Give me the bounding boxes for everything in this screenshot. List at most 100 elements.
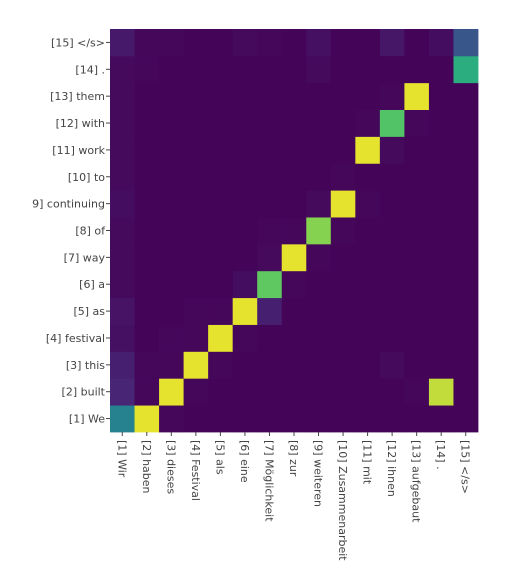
heatmap-cell (183, 29, 209, 57)
heatmap-cell (110, 55, 135, 84)
heatmap-cell (183, 297, 209, 325)
heatmap-cell (183, 217, 209, 245)
heatmap-cell (134, 351, 160, 379)
heatmap-cell (134, 29, 160, 57)
heatmap-cell (355, 297, 381, 325)
heatmap-cell (306, 270, 332, 299)
heatmap-cell (183, 351, 209, 379)
heatmap-cell (404, 136, 430, 164)
y-tick-label: [3] this (66, 359, 105, 372)
heatmap-cell (453, 270, 479, 299)
heatmap-cell (355, 324, 381, 352)
heatmap-cell (379, 109, 405, 137)
heatmap-cell (208, 136, 234, 164)
heatmap-cell (134, 243, 160, 272)
heatmap-cell (110, 351, 135, 379)
heatmap-cell (110, 405, 135, 433)
heatmap-cell (183, 243, 209, 272)
heatmap-cell (281, 351, 307, 379)
heatmap-cell (306, 190, 332, 218)
heatmap-cell (404, 163, 430, 191)
heatmap-cell (428, 243, 454, 272)
x-tick-label: [15] </s> (459, 440, 472, 494)
heatmap-cell (134, 270, 160, 299)
x-tick-label: [1] Wir (115, 440, 128, 478)
heatmap-cell (159, 324, 184, 352)
heatmap-cell (306, 217, 332, 245)
heatmap-cell (134, 109, 160, 137)
heatmap-cell (330, 243, 356, 272)
y-tick-label: [8] of (75, 225, 106, 238)
heatmap-cell (428, 217, 454, 245)
heatmap-cell (257, 163, 283, 191)
y-tick-label: [14] . (75, 63, 105, 76)
heatmap-cell (379, 243, 405, 272)
heatmap-cell (208, 378, 234, 406)
heatmap-cell (183, 405, 209, 433)
heatmap-cell (257, 109, 283, 137)
heatmap-cell (208, 82, 234, 110)
heatmap-cell (110, 324, 135, 352)
heatmap-cell (428, 163, 454, 191)
heatmap-cell (281, 270, 307, 299)
heatmap-cell (306, 378, 332, 406)
heatmap-cell (330, 297, 356, 325)
heatmap-cell (159, 190, 184, 218)
y-tick-label: [4] festival (46, 332, 105, 345)
heatmap-cell (257, 55, 283, 84)
heatmap-cell (232, 324, 258, 352)
heatmap-cell (428, 378, 454, 406)
x-tick-label: [2] haben (140, 440, 153, 494)
heatmap-cell (404, 29, 430, 57)
heatmap-cell (306, 297, 332, 325)
heatmap-cell (428, 109, 454, 137)
heatmap-cell (208, 190, 234, 218)
heatmap-cell (281, 163, 307, 191)
heatmap-cell (208, 324, 234, 352)
heatmap-cell (208, 243, 234, 272)
heatmap-cell (453, 82, 479, 110)
heatmap-cell (257, 217, 283, 245)
heatmap-cell (257, 297, 283, 325)
heatmap-cell (404, 243, 430, 272)
x-axis: [1] Wir [2] haben [3] dieses [4] Festival [5… (115, 432, 472, 561)
heatmap-cell (281, 136, 307, 164)
heatmap-cell (330, 270, 356, 299)
heatmap-cell (183, 324, 209, 352)
heatmap-cell (281, 217, 307, 245)
heatmap-cell (159, 82, 184, 110)
x-tick-label: [8] zur (287, 440, 300, 477)
heatmap-cell (330, 82, 356, 110)
x-tick-label: [12] ihnen (385, 440, 398, 497)
heatmap-cell (428, 55, 454, 84)
heatmap-cell (232, 163, 258, 191)
heatmap-cell (379, 55, 405, 84)
heatmap-cell (232, 109, 258, 137)
heatmap-cell (208, 163, 234, 191)
heatmap-cell (404, 55, 430, 84)
heatmap-cell (183, 109, 209, 137)
heatmap-cell (281, 190, 307, 218)
heatmap-cell (379, 190, 405, 218)
heatmap-cell (134, 405, 160, 433)
heatmap-cell (281, 109, 307, 137)
heatmap-cell (453, 163, 479, 191)
heatmap-cell (208, 270, 234, 299)
heatmap-cell (355, 55, 381, 84)
heatmap-cell (110, 190, 135, 218)
heatmap-cell (159, 378, 184, 406)
heatmap-cell (404, 405, 430, 433)
heatmap-cell (355, 109, 381, 137)
heatmap-cell (330, 324, 356, 352)
heatmap-cell (379, 29, 405, 57)
y-tick-label: [10] to (68, 171, 105, 184)
y-tick-label: [5] as (73, 305, 105, 318)
heatmap-cell (453, 324, 479, 352)
heatmap-cell (404, 324, 430, 352)
heatmap-cell (232, 270, 258, 299)
heatmap-cell (306, 351, 332, 379)
heatmap-cell (232, 405, 258, 433)
heatmap-cell (330, 378, 356, 406)
heatmap-cell (159, 351, 184, 379)
